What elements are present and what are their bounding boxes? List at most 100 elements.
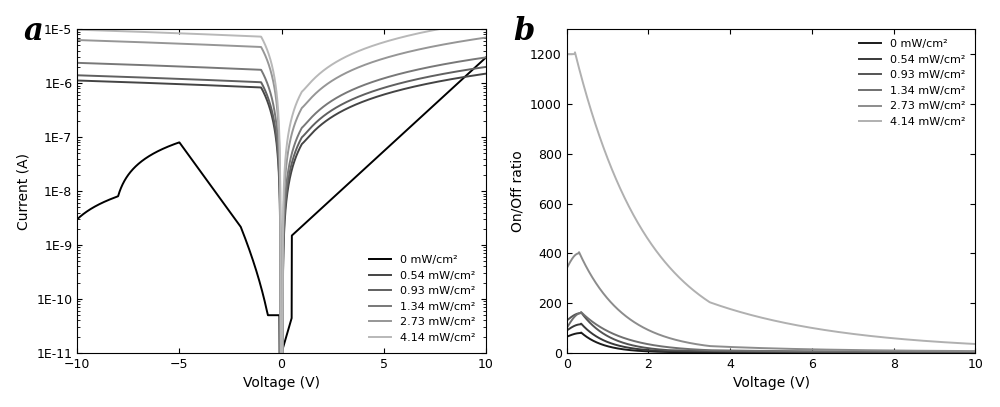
4.14 mW/cm²	[259, 42, 271, 47]
2.73 mW/cm²	[573, 250, 585, 255]
0 mW/cm²	[842, 350, 854, 355]
0 mW/cm²	[575, 330, 587, 335]
0 mW/cm²	[92, 202, 104, 207]
0.93 mW/cm²	[880, 350, 892, 354]
1.34 mW/cm²	[726, 348, 738, 353]
Line: 2.73 mW/cm²: 2.73 mW/cm²	[77, 37, 486, 353]
0.93 mW/cm²	[480, 64, 492, 69]
1.34 mW/cm²	[275, 350, 287, 355]
4.14 mW/cm²	[569, 50, 581, 55]
1.34 mW/cm²	[480, 55, 492, 60]
1.34 mW/cm²	[468, 57, 480, 61]
0 mW/cm²	[270, 313, 282, 317]
Legend: 0 mW/cm², 0.54 mW/cm², 0.93 mW/cm², 1.34 mW/cm², 2.73 mW/cm², 4.14 mW/cm²: 0 mW/cm², 0.54 mW/cm², 0.93 mW/cm², 1.34…	[854, 35, 970, 131]
2.73 mW/cm²	[603, 298, 615, 302]
4.14 mW/cm²	[275, 350, 287, 355]
0 mW/cm²	[274, 350, 286, 355]
0.54 mW/cm²	[468, 73, 480, 78]
0.93 mW/cm²	[275, 350, 287, 355]
2.73 mW/cm²	[71, 37, 83, 42]
4.14 mW/cm²	[393, 35, 405, 40]
4.14 mW/cm²	[468, 21, 480, 26]
2.73 mW/cm²	[393, 52, 405, 57]
0 mW/cm²	[603, 344, 615, 349]
0.93 mW/cm²	[468, 66, 480, 71]
0.54 mW/cm²	[969, 350, 981, 354]
Line: 1.34 mW/cm²: 1.34 mW/cm²	[567, 312, 975, 352]
0.93 mW/cm²	[575, 310, 587, 315]
4.14 mW/cm²	[480, 19, 492, 24]
Line: 0 mW/cm²: 0 mW/cm²	[567, 333, 975, 352]
0.93 mW/cm²	[969, 350, 981, 354]
0.93 mW/cm²	[741, 349, 753, 354]
1.34 mW/cm²	[270, 118, 282, 123]
0 mW/cm²	[71, 217, 83, 222]
0.54 mW/cm²	[92, 79, 104, 83]
0.54 mW/cm²	[393, 88, 405, 93]
2.73 mW/cm²	[270, 95, 282, 100]
2.73 mW/cm²	[468, 37, 480, 42]
0.93 mW/cm²	[468, 66, 480, 71]
2.73 mW/cm²	[741, 345, 753, 350]
0 mW/cm²	[259, 300, 271, 305]
Line: 0.93 mW/cm²: 0.93 mW/cm²	[567, 313, 975, 352]
2.73 mW/cm²	[468, 37, 480, 42]
Line: 1.34 mW/cm²: 1.34 mW/cm²	[77, 57, 486, 353]
Text: a: a	[24, 16, 44, 47]
0 mW/cm²	[393, 135, 405, 140]
0.54 mW/cm²	[480, 71, 492, 76]
0 mW/cm²	[468, 66, 480, 71]
0 mW/cm²	[887, 350, 899, 355]
4.14 mW/cm²	[92, 28, 104, 33]
0 mW/cm²	[468, 66, 480, 71]
1.34 mW/cm²	[393, 72, 405, 77]
0.93 mW/cm²	[92, 74, 104, 79]
0 mW/cm²	[741, 350, 753, 355]
0.54 mW/cm²	[468, 73, 480, 78]
2.73 mW/cm²	[92, 38, 104, 43]
0.54 mW/cm²	[259, 93, 271, 98]
1.34 mW/cm²	[561, 326, 573, 330]
0 mW/cm²	[480, 55, 492, 60]
1.34 mW/cm²	[259, 75, 271, 80]
1.34 mW/cm²	[575, 310, 587, 315]
0.93 mW/cm²	[561, 318, 573, 323]
0.54 mW/cm²	[726, 349, 738, 354]
2.73 mW/cm²	[275, 350, 287, 355]
0.54 mW/cm²	[887, 350, 899, 354]
Line: 0.93 mW/cm²: 0.93 mW/cm²	[77, 67, 486, 353]
0 mW/cm²	[726, 350, 738, 354]
Text: b: b	[514, 16, 535, 47]
X-axis label: Voltage (V): Voltage (V)	[243, 376, 320, 390]
0.54 mW/cm²	[842, 350, 854, 354]
4.14 mW/cm²	[270, 85, 282, 90]
1.34 mW/cm²	[887, 349, 899, 354]
0.54 mW/cm²	[880, 350, 892, 354]
1.34 mW/cm²	[969, 349, 981, 354]
0 mW/cm²	[969, 350, 981, 355]
Legend: 0 mW/cm², 0.54 mW/cm², 0.93 mW/cm², 1.34 mW/cm², 2.73 mW/cm², 4.14 mW/cm²: 0 mW/cm², 0.54 mW/cm², 0.93 mW/cm², 1.34…	[365, 251, 480, 347]
0.93 mW/cm²	[842, 350, 854, 354]
2.73 mW/cm²	[259, 53, 271, 57]
X-axis label: Voltage (V): Voltage (V)	[733, 376, 810, 390]
0.54 mW/cm²	[71, 78, 83, 83]
Y-axis label: Current (A): Current (A)	[17, 153, 31, 230]
Line: 4.14 mW/cm²: 4.14 mW/cm²	[567, 53, 975, 344]
4.14 mW/cm²	[887, 336, 899, 341]
2.73 mW/cm²	[880, 348, 892, 353]
1.34 mW/cm²	[842, 349, 854, 354]
2.73 mW/cm²	[480, 35, 492, 40]
1.34 mW/cm²	[92, 61, 104, 66]
4.14 mW/cm²	[468, 21, 480, 26]
Y-axis label: On/Off ratio: On/Off ratio	[510, 150, 524, 232]
4.14 mW/cm²	[71, 27, 83, 32]
1.34 mW/cm²	[741, 348, 753, 353]
0.93 mW/cm²	[259, 88, 271, 93]
1.34 mW/cm²	[71, 60, 83, 65]
0.93 mW/cm²	[887, 350, 899, 354]
1.34 mW/cm²	[880, 349, 892, 354]
0.54 mW/cm²	[741, 349, 753, 354]
0.93 mW/cm²	[393, 81, 405, 86]
2.73 mW/cm²	[726, 345, 738, 350]
Line: 4.14 mW/cm²: 4.14 mW/cm²	[77, 21, 486, 353]
